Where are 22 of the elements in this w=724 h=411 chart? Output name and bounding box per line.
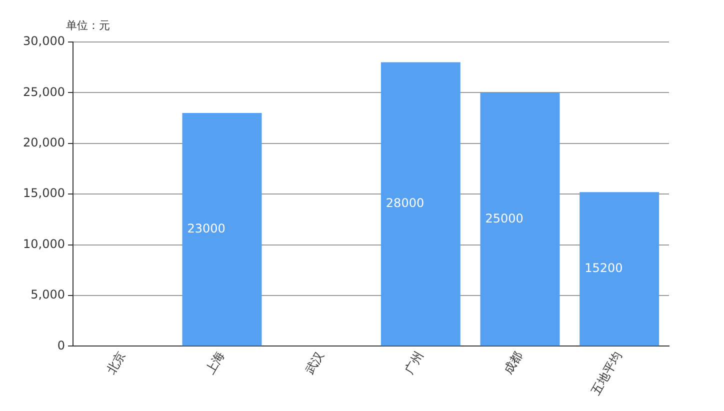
data-label: 28000 <box>386 196 424 210</box>
x-tick-label: 北京 <box>104 348 128 377</box>
y-tick-label: 20,000 <box>22 136 65 150</box>
data-label: 25000 <box>485 211 524 226</box>
bar <box>182 112 262 346</box>
y-tick-label: 15,000 <box>22 186 65 200</box>
y-tick-label: 30,000 <box>22 34 65 48</box>
x-tick-label: 上海 <box>203 348 228 377</box>
y-tick-label: 5,000 <box>30 288 65 302</box>
y-tick-label: 10,000 <box>22 236 65 251</box>
y-tick-label: 0 <box>57 338 65 352</box>
x-tick-label: 广州 <box>402 348 426 377</box>
x-tick-label: 武汉 <box>302 348 327 377</box>
data-label: 23000 <box>187 221 226 236</box>
y-tick-label: 25,000 <box>22 84 65 99</box>
bar <box>380 62 460 346</box>
x-tick-label: 五地平均 <box>588 348 625 398</box>
bar <box>480 92 560 346</box>
x-tick-label: 成都 <box>501 348 526 377</box>
data-label: 15200 <box>584 261 623 276</box>
y-axis-title: 单位：元 <box>66 18 110 33</box>
bar <box>580 192 660 346</box>
